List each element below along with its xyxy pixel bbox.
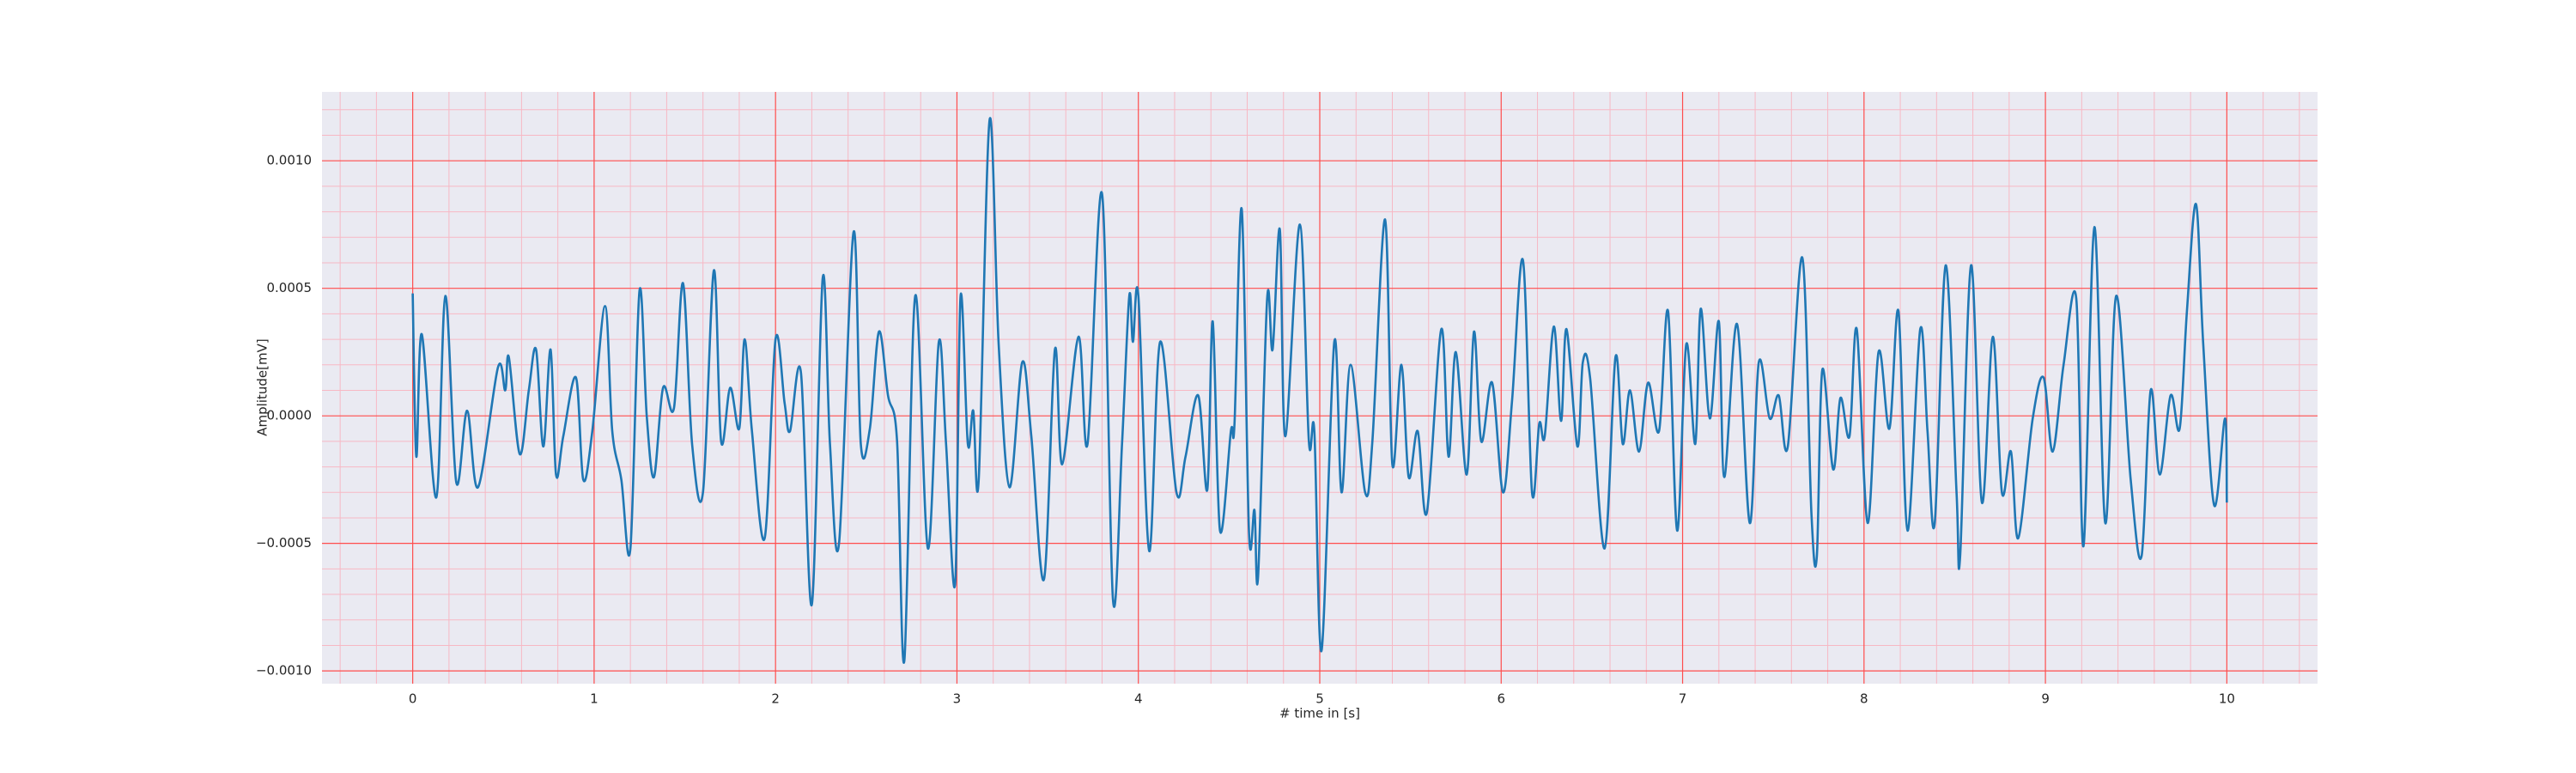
- y-tick-label: 0.0000: [267, 408, 313, 423]
- labels: 0 1 2 3 4 5 6 7 8 9 10 −0.0010 −0.0005 0.0000 0.0005 0.…: [256, 153, 2235, 707]
- x-tick-label: 4: [1134, 691, 1143, 707]
- y-tick-label: 0.0010: [267, 153, 313, 168]
- x-tick-label: 0: [409, 691, 417, 707]
- marks: [411, 117, 2228, 664]
- x-tick-label: 9: [2041, 691, 2050, 707]
- y-axis-label: Amplitude[mV]: [255, 338, 270, 435]
- x-tick-label: 5: [1315, 691, 1324, 707]
- x-axis-label: # time in [s]: [1279, 706, 1360, 721]
- y-tick-label: 0.0005: [267, 280, 313, 295]
- x-tick-label: 8: [1860, 691, 1868, 707]
- x-tick-label: 1: [590, 691, 598, 707]
- x-tick-label: 7: [1679, 691, 1687, 707]
- y-tick-label: −0.0010: [256, 663, 312, 679]
- x-tick-label: 10: [2219, 691, 2235, 707]
- signal-line: [411, 117, 2228, 664]
- y-tick-label: −0.0005: [256, 535, 312, 551]
- x-tick-label: 6: [1497, 691, 1505, 707]
- x-tick-label: 2: [771, 691, 780, 707]
- x-tick-label: 3: [953, 691, 962, 707]
